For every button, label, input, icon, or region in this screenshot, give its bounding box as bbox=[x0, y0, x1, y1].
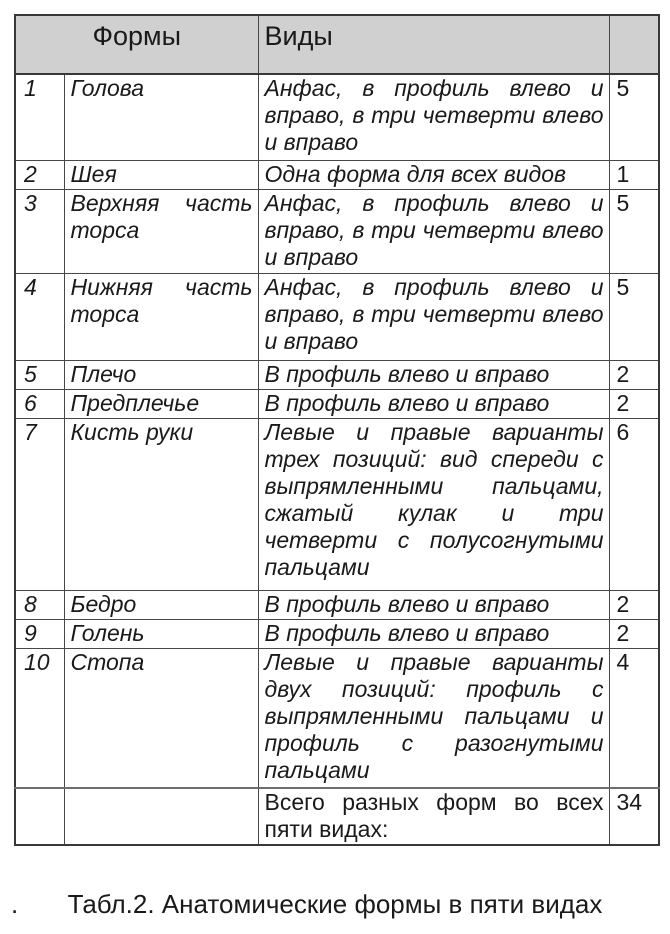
stray-period: . bbox=[11, 889, 19, 919]
row-number-cell: 6 bbox=[14, 388, 65, 419]
header-cell-forms: Формы bbox=[14, 14, 259, 75]
views-cell: В профиль влево и вправо bbox=[257, 589, 610, 620]
row-number-cell: 2 bbox=[14, 159, 65, 190]
count-cell: 1 bbox=[608, 159, 660, 190]
form-cell: Стопа bbox=[63, 647, 259, 789]
table-row: 7 Кисть руки Левые и правые варианты трех … bbox=[14, 417, 660, 591]
row-number-cell: 4 bbox=[14, 272, 65, 361]
table-row: 9 Голень В профиль влево и вправо 2 bbox=[14, 618, 660, 649]
header-cell-views: Виды bbox=[257, 14, 610, 75]
form-cell: Голень bbox=[63, 618, 259, 649]
row-number-cell: 3 bbox=[14, 188, 65, 274]
count-cell: 34 bbox=[608, 787, 660, 846]
count-cell: 2 bbox=[608, 589, 660, 620]
count-cell: 2 bbox=[608, 388, 660, 419]
anatomy-forms-table: Формы Виды 1 Голова Анфас, в профиль влево… bbox=[14, 14, 660, 846]
count-cell: 5 bbox=[608, 272, 660, 361]
form-cell: Предплечье bbox=[63, 388, 259, 419]
views-cell: Всего разных форм во всех пяти видах: bbox=[257, 787, 610, 846]
views-cell: В профиль влево и вправо bbox=[257, 359, 610, 390]
views-cell: Левые и правые варианты трех позиций: ви… bbox=[257, 417, 610, 591]
views-cell: В профиль влево и вправо bbox=[257, 618, 610, 649]
form-cell: Кисть руки bbox=[63, 417, 259, 591]
row-number-cell: 8 bbox=[14, 589, 65, 620]
table-row: 2 Шея Одна форма для всех видов 1 bbox=[14, 159, 660, 190]
total-row: Всего разных форм во всех пяти видах: 34 bbox=[14, 787, 660, 846]
table-row: 8 Бедро В профиль влево и вправо 2 bbox=[14, 589, 660, 620]
form-cell: Бедро bbox=[63, 589, 259, 620]
row-number-cell: 5 bbox=[14, 359, 65, 390]
views-cell: Одна форма для всех видов bbox=[257, 159, 610, 190]
table-row: 10 Стопа Левые и правые варианты двух пози… bbox=[14, 647, 660, 789]
count-cell: 6 bbox=[608, 417, 660, 591]
form-cell: Верхняя часть торса bbox=[63, 188, 259, 274]
views-cell: В профиль влево и вправо bbox=[257, 388, 610, 419]
header-row: Формы Виды bbox=[14, 14, 660, 75]
count-cell: 2 bbox=[608, 618, 660, 649]
form-cell: Шея bbox=[63, 159, 259, 190]
header-cell-count bbox=[608, 14, 660, 75]
form-cell: Голова bbox=[63, 73, 259, 161]
table-row: 4 Нижняя часть торса Анфас, в профиль влев… bbox=[14, 272, 660, 361]
caption-row: . Табл.2. Анатомические формы в пяти вид… bbox=[0, 888, 670, 920]
form-cell: Нижняя часть торса bbox=[63, 272, 259, 361]
row-number-cell: 1 bbox=[14, 73, 65, 161]
row-number-cell bbox=[14, 787, 65, 846]
table-caption: Табл.2. Анатомические формы в пяти видах bbox=[67, 889, 603, 919]
views-cell: Левые и правые варианты двух позиций: пр… bbox=[257, 647, 610, 789]
table-row: 6 Предплечье В профиль влево и вправо 2 bbox=[14, 388, 660, 419]
row-number-cell: 7 bbox=[14, 417, 65, 591]
views-cell: Анфас, в профиль влево и вправо, в три ч… bbox=[257, 73, 610, 161]
row-number-cell: 10 bbox=[14, 647, 65, 789]
views-cell: Анфас, в профиль влево и вправо, в три ч… bbox=[257, 272, 610, 361]
table-row: 3 Верхняя часть торса Анфас, в профиль вле… bbox=[14, 188, 660, 274]
count-cell: 2 bbox=[608, 359, 660, 390]
form-cell: Плечо bbox=[63, 359, 259, 390]
views-cell: Анфас, в профиль влево и вправо, в три ч… bbox=[257, 188, 610, 274]
count-cell: 5 bbox=[608, 73, 660, 161]
count-cell: 5 bbox=[608, 188, 660, 274]
form-cell bbox=[63, 787, 259, 846]
table-row: 1 Голова Анфас, в профиль влево и вправо, … bbox=[14, 73, 660, 161]
table-row: 5 Плечо В профиль влево и вправо 2 bbox=[14, 359, 660, 390]
count-cell: 4 bbox=[608, 647, 660, 789]
row-number-cell: 9 bbox=[14, 618, 65, 649]
